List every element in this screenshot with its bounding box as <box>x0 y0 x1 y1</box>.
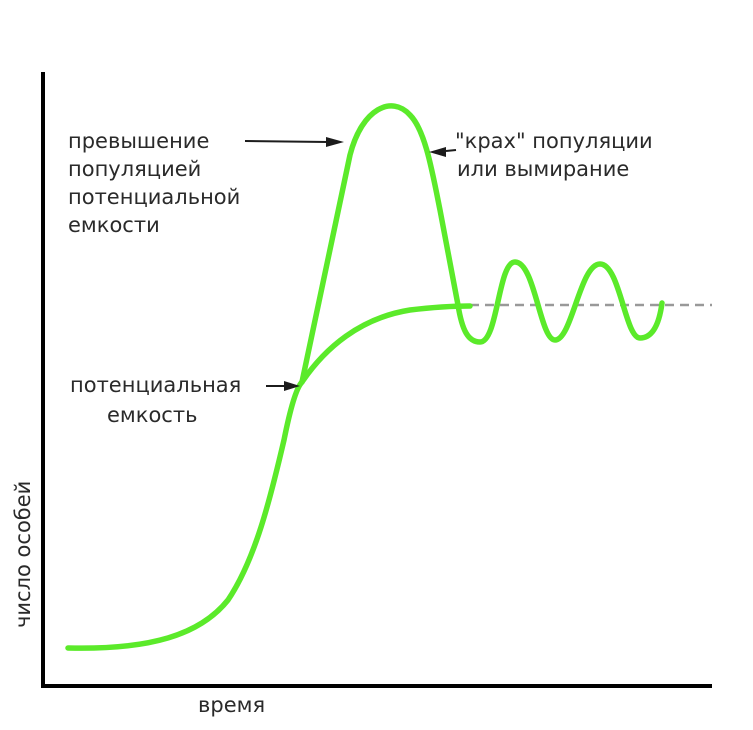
capacity-arrow <box>266 381 300 391</box>
overshoot-arrow <box>244 137 344 147</box>
overshoot-crash-curve <box>299 103 665 385</box>
crash-arrow <box>429 147 457 157</box>
overshoot-label: превышение популяцией потенциальной емко… <box>68 129 247 237</box>
y-axis-label: число особей <box>11 481 35 628</box>
crash-label: "крах" популяции или вымирание <box>455 129 659 181</box>
carrying-capacity-label: потенциальная емкость <box>70 373 248 427</box>
x-axis-label: время <box>198 693 265 717</box>
logistic-growth-curve <box>65 303 473 651</box>
